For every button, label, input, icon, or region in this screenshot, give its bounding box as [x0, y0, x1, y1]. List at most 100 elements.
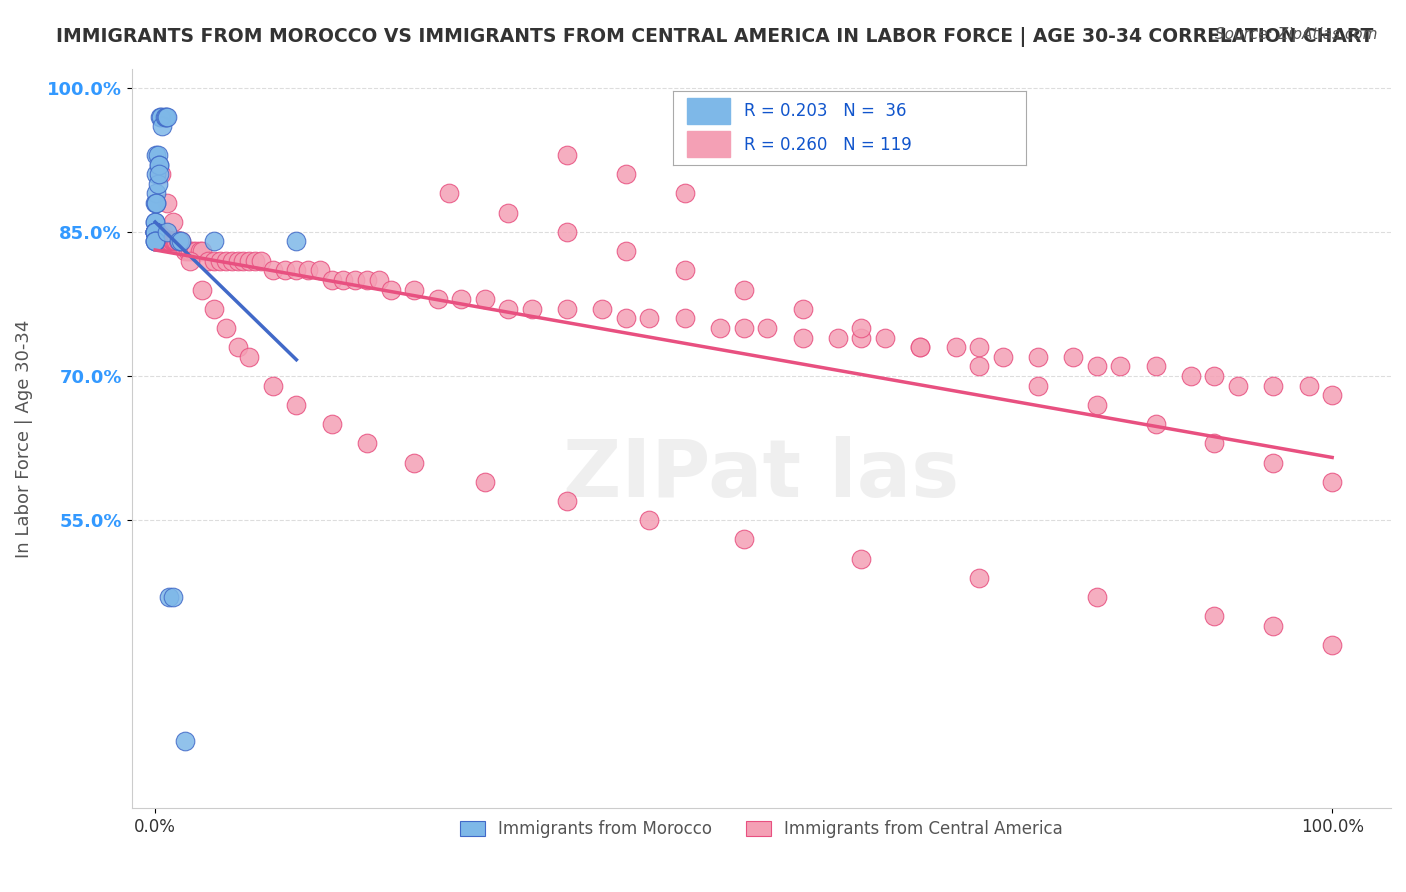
Point — [149, 235, 172, 249]
Point — [404, 456, 426, 470]
Point — [245, 253, 267, 268]
Point — [153, 235, 176, 249]
Point — [873, 330, 896, 344]
Point — [1085, 590, 1108, 604]
Point — [143, 225, 166, 239]
Point — [262, 378, 284, 392]
Point — [156, 110, 179, 124]
Point — [191, 283, 214, 297]
Point — [232, 253, 254, 268]
Point — [1320, 475, 1343, 489]
Point — [157, 235, 180, 249]
Point — [1204, 609, 1226, 624]
Point — [165, 235, 187, 249]
Point — [149, 110, 172, 124]
Point — [851, 330, 873, 344]
Point — [285, 263, 308, 277]
Point — [159, 235, 181, 249]
Point — [148, 158, 170, 172]
Point — [555, 225, 578, 239]
Point — [733, 533, 755, 547]
Point — [173, 244, 195, 259]
Point — [426, 292, 449, 306]
Point — [967, 359, 990, 374]
Point — [250, 253, 273, 268]
Point — [170, 235, 193, 249]
Point — [1298, 378, 1320, 392]
Point — [146, 148, 169, 162]
Point — [439, 186, 461, 201]
Point — [851, 321, 873, 335]
Point — [156, 225, 179, 239]
Point — [162, 590, 184, 604]
Point — [496, 301, 519, 316]
Point — [1204, 436, 1226, 450]
Point — [202, 235, 225, 249]
Point — [143, 196, 166, 211]
Point — [188, 244, 211, 259]
Point — [143, 215, 166, 229]
Point — [450, 292, 472, 306]
Point — [474, 475, 496, 489]
Point — [148, 235, 170, 249]
Point — [208, 253, 231, 268]
Point — [344, 273, 367, 287]
Point — [202, 301, 225, 316]
Point — [827, 330, 849, 344]
Point — [1180, 369, 1202, 384]
Point — [157, 235, 180, 249]
Point — [555, 301, 578, 316]
Point — [1227, 378, 1250, 392]
Point — [1320, 638, 1343, 652]
Point — [148, 167, 170, 181]
Point — [167, 235, 190, 249]
Point — [614, 167, 637, 181]
Legend: Immigrants from Morocco, Immigrants from Central America: Immigrants from Morocco, Immigrants from… — [453, 814, 1070, 845]
Point — [709, 321, 731, 335]
Text: Source: ZipAtlas.com: Source: ZipAtlas.com — [1215, 27, 1378, 42]
Point — [143, 225, 166, 239]
Point — [380, 283, 402, 297]
Point — [166, 235, 188, 249]
Point — [273, 263, 295, 277]
Point — [1263, 456, 1285, 470]
Point — [150, 235, 173, 249]
Point — [851, 551, 873, 566]
Point — [150, 167, 173, 181]
Point — [1062, 350, 1084, 364]
Point — [226, 340, 249, 354]
Text: ZIPat las: ZIPat las — [564, 436, 959, 515]
Point — [143, 225, 166, 239]
Point — [179, 244, 201, 259]
Point — [150, 110, 173, 124]
Point — [262, 263, 284, 277]
Point — [1026, 378, 1049, 392]
Point — [146, 235, 169, 249]
Point — [167, 235, 190, 249]
Point — [991, 350, 1014, 364]
Point — [285, 235, 308, 249]
Point — [163, 235, 186, 249]
Point — [238, 350, 260, 364]
Point — [555, 148, 578, 162]
Point — [1085, 359, 1108, 374]
Point — [145, 196, 167, 211]
Point — [143, 225, 166, 239]
Point — [145, 196, 167, 211]
Point — [733, 283, 755, 297]
Point — [145, 225, 167, 239]
Point — [792, 301, 814, 316]
Point — [367, 273, 389, 287]
Point — [673, 186, 696, 201]
Point — [197, 253, 219, 268]
Point — [162, 215, 184, 229]
Point — [215, 321, 238, 335]
Point — [908, 340, 931, 354]
Point — [404, 283, 426, 297]
Point — [496, 205, 519, 219]
Point — [1263, 378, 1285, 392]
Point — [673, 311, 696, 326]
Point — [221, 253, 243, 268]
Point — [591, 301, 613, 316]
Point — [167, 235, 190, 249]
